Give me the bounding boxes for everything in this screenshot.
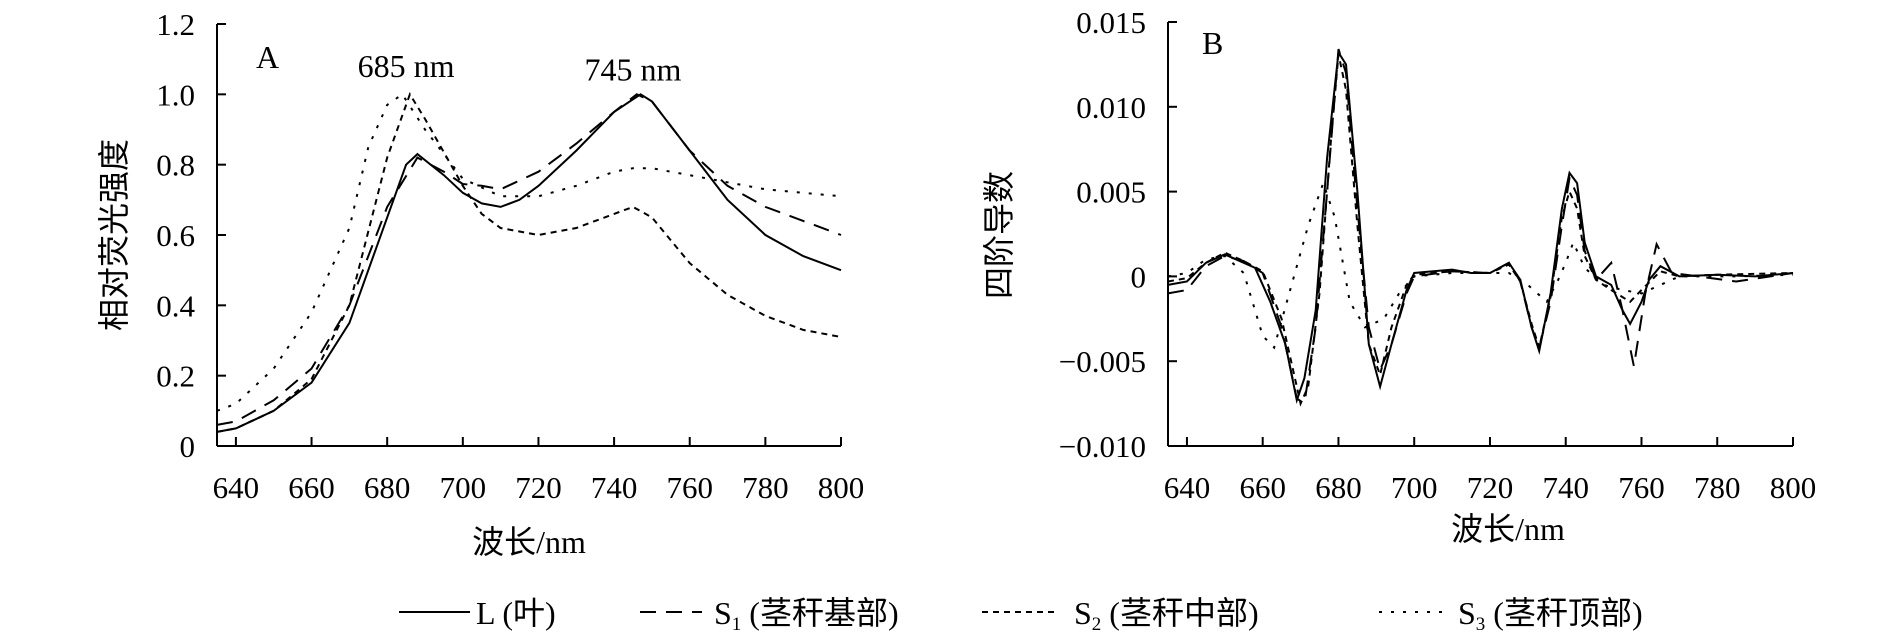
panel-b-ylabel: 四阶导数 — [981, 171, 1017, 299]
series-line-s2 — [216, 92, 842, 433]
x-tick-label: 740 — [591, 470, 638, 505]
y-tick-label: −0.010 — [1059, 429, 1146, 464]
y-tick-label: 0 — [180, 429, 196, 464]
series-line-s1 — [216, 93, 842, 426]
y-tick-label: 0.010 — [1076, 90, 1146, 125]
x-tick-label: 760 — [1618, 470, 1665, 505]
annotation-745nm: 745 nm — [585, 51, 682, 87]
series-line-s3 — [216, 92, 842, 412]
x-tick-label: 660 — [1239, 470, 1286, 505]
legend-label-s3: S3 (茎秆顶部) — [1458, 595, 1643, 635]
y-tick-label: −0.005 — [1059, 344, 1146, 379]
series-line-s3 — [1167, 180, 1794, 350]
y-tick-label: 1.0 — [156, 77, 195, 112]
y-tick-label: 0.8 — [156, 148, 195, 183]
y-tick-label: 0.005 — [1076, 175, 1146, 210]
y-tick-label: 0.4 — [156, 288, 195, 323]
panel-a-xlabel: 波长/nm — [472, 524, 586, 560]
legend-label-s1: S1 (茎秆基部) — [714, 595, 899, 635]
y-tick-label: 1.2 — [156, 7, 195, 42]
x-tick-label: 680 — [364, 470, 411, 505]
series-line-s2 — [1167, 53, 1794, 407]
x-tick-label: 720 — [1467, 470, 1514, 505]
x-tick-label: 700 — [1391, 470, 1438, 505]
x-tick-label: 740 — [1542, 470, 1589, 505]
panel-a-ylabel: 相对荧光强度 — [96, 139, 132, 331]
series-line-l — [216, 93, 842, 433]
x-tick-label: 780 — [742, 470, 789, 505]
x-tick-label: 680 — [1315, 470, 1362, 505]
panel-b-chart: B 四阶导数 波长/nm 640 660 680 700 720 740 760 780 800… — [981, 5, 1816, 547]
x-tick-label: 720 — [515, 470, 562, 505]
x-tick-label: 640 — [1164, 470, 1211, 505]
series-line-l — [1167, 49, 1794, 404]
panel-b-xlabel: 波长/nm — [1451, 511, 1565, 547]
x-tick-label: 660 — [288, 470, 335, 505]
y-tick-label: 0 — [1131, 259, 1147, 294]
y-tick-label: 0.6 — [156, 218, 195, 253]
x-tick-label: 640 — [213, 470, 260, 505]
x-tick-label: 780 — [1694, 470, 1741, 505]
x-tick-label: 800 — [818, 470, 865, 505]
legend-label-s2: S2 (茎秆中部) — [1074, 595, 1259, 635]
legend: L (叶) S1 (茎秆基部) S2 (茎秆中部) S3 (茎秆顶部) — [399, 595, 1643, 635]
x-tick-label: 700 — [440, 470, 487, 505]
panel-a-label: A — [256, 39, 279, 75]
y-tick-label: 0.2 — [156, 359, 195, 394]
legend-label-l: L (叶) — [476, 595, 556, 631]
panel-b-label: B — [1202, 25, 1223, 61]
panel-a-chart: A 相对荧光强度 波长/nm 685 nm 745 nm 640 660 680 70… — [96, 7, 864, 560]
series-line-s1 — [1167, 48, 1794, 406]
annotation-685nm: 685 nm — [358, 48, 455, 84]
y-tick-label: 0.015 — [1076, 5, 1146, 40]
x-tick-label: 800 — [1770, 470, 1817, 505]
x-tick-label: 760 — [666, 470, 713, 505]
